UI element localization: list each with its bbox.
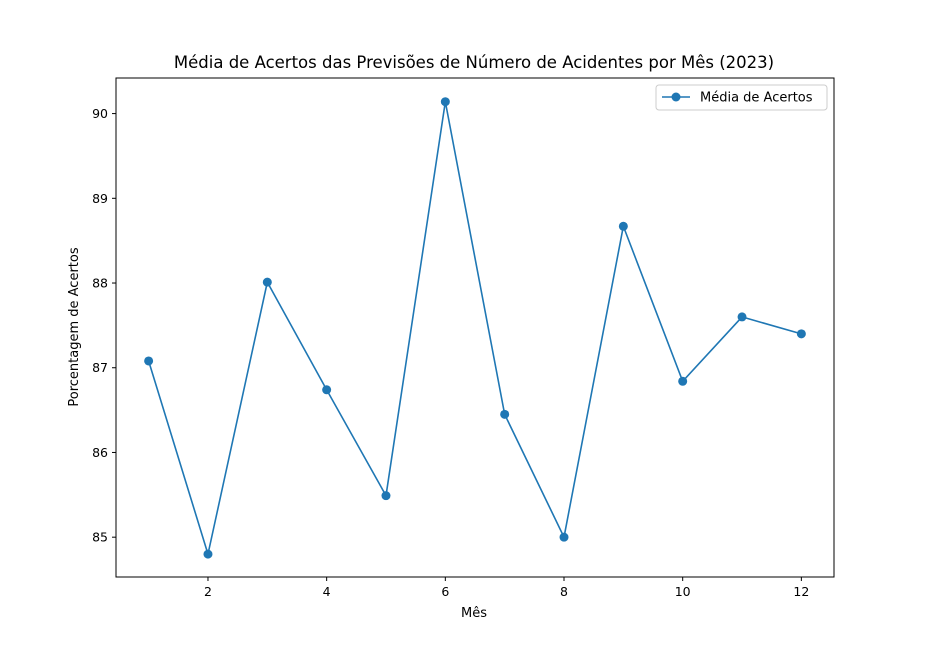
legend-box xyxy=(655,84,828,111)
series-line xyxy=(147,101,802,558)
y-tick-label: 87 xyxy=(92,360,108,375)
y-axis-label: Porcentagem de Acertos xyxy=(67,247,82,406)
y-tick-label: 86 xyxy=(92,445,108,460)
data-point xyxy=(678,376,688,386)
x-tick-label: 4 xyxy=(323,584,331,599)
data-point xyxy=(203,549,213,559)
x-tick-label: 8 xyxy=(560,584,568,599)
y-tick-label: 89 xyxy=(92,191,108,206)
y-tick-label: 85 xyxy=(92,530,108,545)
x-tick-label: 6 xyxy=(441,584,449,599)
y-axis-ticks: 85 86 87 88 89 90 xyxy=(92,106,116,545)
data-point xyxy=(500,409,510,419)
x-tick-label: 2 xyxy=(204,584,212,599)
data-point xyxy=(737,312,747,322)
y-tick-label: 90 xyxy=(92,106,108,121)
plot-frame xyxy=(115,77,835,578)
x-axis-ticks: 2 4 6 8 10 12 xyxy=(204,577,809,599)
legend: Média de Acertos xyxy=(655,84,828,111)
legend-label: Média de Acertos xyxy=(700,91,813,106)
plot-area xyxy=(116,78,834,577)
chart-title: Média de Acertos das Previsões de Número… xyxy=(174,53,774,72)
data-point xyxy=(381,491,391,501)
x-tick-label: 12 xyxy=(793,584,809,599)
data-point xyxy=(262,277,272,287)
data-point xyxy=(796,329,806,339)
data-point xyxy=(322,385,332,395)
data-point xyxy=(559,532,569,542)
data-point xyxy=(618,221,628,231)
x-axis-label: Mês xyxy=(461,606,487,621)
series-layer xyxy=(144,97,806,559)
y-tick-label: 88 xyxy=(92,276,108,291)
data-point xyxy=(144,356,154,366)
x-tick-label: 10 xyxy=(675,584,691,599)
data-point xyxy=(440,97,450,107)
legend-point-marker xyxy=(671,92,681,102)
